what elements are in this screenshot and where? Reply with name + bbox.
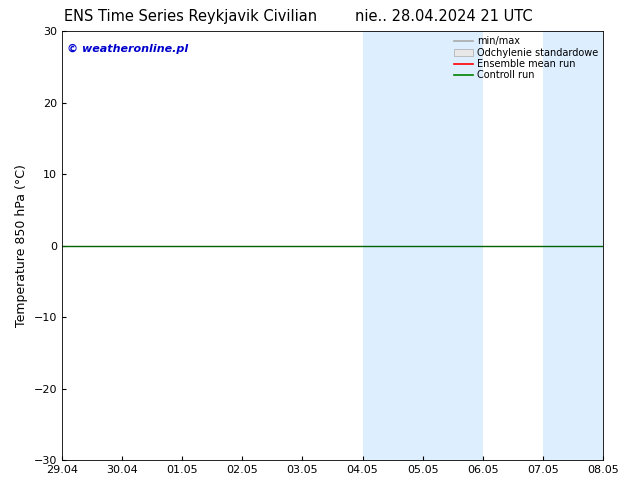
Y-axis label: Temperature 850 hPa (°C): Temperature 850 hPa (°C) <box>15 164 28 327</box>
Text: © weatheronline.pl: © weatheronline.pl <box>67 44 188 54</box>
Bar <box>543 31 603 460</box>
Bar <box>423 31 483 460</box>
Text: nie.. 28.04.2024 21 UTC: nie.. 28.04.2024 21 UTC <box>355 9 533 24</box>
Bar <box>363 31 423 460</box>
Text: ENS Time Series Reykjavik Civilian: ENS Time Series Reykjavik Civilian <box>63 9 317 24</box>
Legend: min/max, Odchylenie standardowe, Ensemble mean run, Controll run: min/max, Odchylenie standardowe, Ensembl… <box>452 34 600 82</box>
